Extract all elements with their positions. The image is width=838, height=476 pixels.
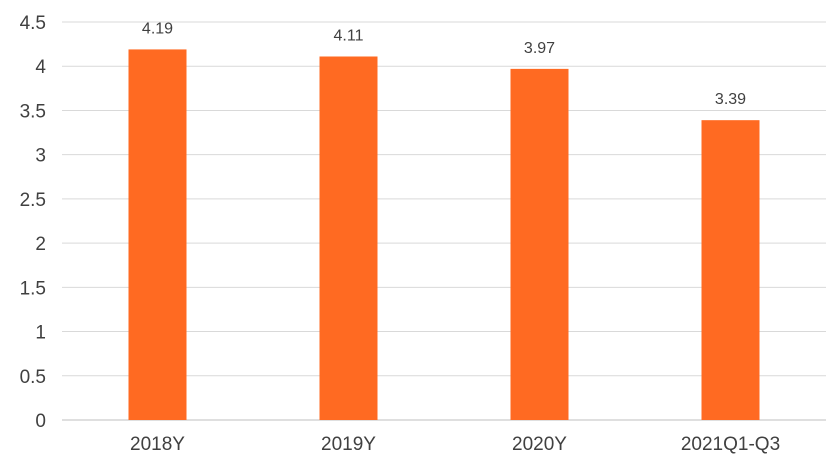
y-tick-label: 2.5 (20, 190, 46, 211)
bar-2018y (128, 49, 187, 420)
x-category-label: 2021Q1-Q3 (681, 434, 780, 455)
data-label: 4.11 (334, 27, 364, 44)
data-label: 3.97 (524, 40, 555, 57)
y-tick-label: 3 (35, 146, 46, 167)
bar-2021q1-q3 (701, 120, 760, 420)
y-tick-label: 1 (35, 323, 46, 344)
y-tick-label: 0 (35, 411, 46, 432)
gridlines (62, 21, 826, 421)
y-tick-label: 1.5 (20, 278, 46, 299)
y-tick-label: 2 (35, 234, 46, 255)
x-category-label: 2020Y (512, 434, 567, 455)
x-category-label: 2018Y (130, 434, 185, 455)
y-tick-label: 4.5 (20, 13, 46, 34)
data-labels: 4.19 4.11 3.97 3.39 (142, 20, 746, 108)
x-axis-category-labels: 2018Y 2019Y 2020Y 2021Q1-Q3 (130, 434, 780, 455)
data-label: 4.19 (142, 20, 173, 37)
y-tick-label: 0.5 (20, 367, 46, 388)
y-tick-label: 4 (35, 57, 46, 78)
x-category-label: 2019Y (321, 434, 376, 455)
bar-series (128, 49, 760, 421)
bar-2019y (319, 56, 378, 420)
bar-2020y (510, 68, 569, 421)
y-tick-label: 3.5 (20, 101, 46, 122)
data-label: 3.39 (715, 91, 746, 108)
y-axis-tick-labels: 0 0.5 1 1.5 2 2.5 3 3.5 4 4.5 (20, 13, 47, 432)
